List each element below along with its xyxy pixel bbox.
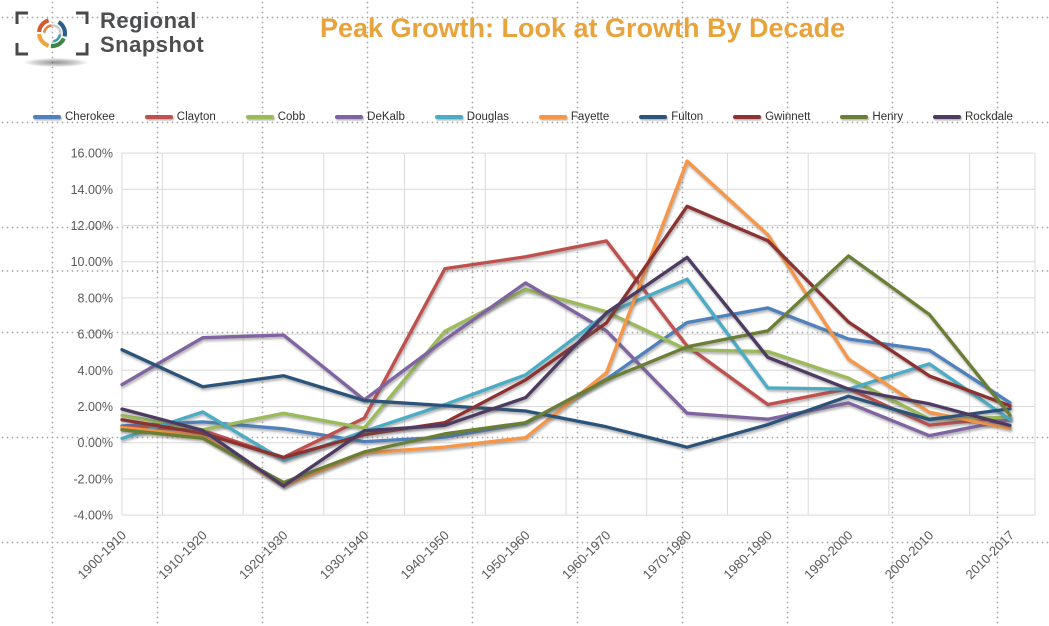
y-axis-tick-label: 2.00%	[78, 400, 113, 414]
x-axis-tick-label: 1910-1920	[155, 528, 210, 583]
logo-icon	[15, 11, 89, 56]
brand-text: Regional Snapshot	[100, 9, 204, 57]
legend-item-fulton: Fulton	[639, 111, 703, 123]
x-axis-tick-label: 1940-1950	[397, 528, 452, 583]
legend-item-dekalb: DeKalb	[335, 111, 405, 123]
series-line-gwinnett	[120, 204, 1012, 460]
legend-label: Henry	[872, 111, 904, 123]
x-axis-tick-label: 1960-1970	[559, 528, 614, 583]
chart-legend: Cherokee Clayton Cobb DeKalb Douglas Fayette F…	[33, 111, 1013, 123]
y-axis-tick-label: -4.00%	[73, 509, 113, 523]
x-axis-tick-label: 1980-1990	[720, 528, 775, 583]
brand-line1: Regional	[100, 8, 197, 33]
legend-swatch-clayton	[144, 115, 173, 119]
legend-label: Douglas	[466, 111, 509, 123]
x-axis-tick-label: 2000-2010	[882, 528, 937, 583]
y-axis-tick-label: 12.00%	[71, 219, 113, 233]
y-axis-tick-label: 14.00%	[71, 183, 113, 197]
logo-arc-teal	[53, 34, 61, 43]
x-axis-tick-label: 2010-2017	[963, 528, 1018, 583]
y-axis-tick-label: 4.00%	[78, 364, 113, 378]
logo-arc-red	[37, 18, 50, 33]
legend-label: Clayton	[176, 111, 216, 123]
series-line-rockdale	[120, 255, 1012, 488]
x-axis-tick-label: 1950-1960	[478, 528, 533, 583]
legend-item-gwinnett: Gwinnett	[733, 111, 810, 123]
legend-label: Cobb	[277, 111, 306, 123]
logo-arc-green	[50, 37, 66, 49]
regional-snapshot-logo	[0, 0, 100, 75]
legend-label: Fulton	[671, 111, 704, 123]
legend-item-henry: Henry	[840, 111, 903, 123]
x-axis-tick-label: 1970-1980	[640, 528, 695, 583]
legend-swatch-rockdale	[933, 115, 961, 119]
series-line-fulton	[120, 348, 1012, 449]
legend-swatch-fayette	[538, 115, 567, 119]
x-axis-tick-label: 1900-1910	[75, 528, 130, 583]
legend-item-rockdale: Rockdale	[933, 111, 1013, 123]
legend-swatch-gwinnett	[733, 115, 762, 119]
logo-arc-orange	[43, 24, 52, 33]
legend-label: Gwinnett	[765, 111, 811, 123]
brand-line2: Snapshot	[100, 32, 205, 57]
x-axis-tick-label: 1990-2000	[801, 528, 856, 583]
legend-swatch-henry	[840, 115, 869, 119]
y-axis-tick-label: 6.00%	[78, 328, 113, 342]
legend-label: Cherokee	[65, 111, 115, 123]
y-axis-tick-label: 8.00%	[78, 291, 113, 305]
logo-arc-amber	[37, 33, 50, 48]
legend-item-douglas: Douglas	[434, 111, 509, 123]
y-axis-tick-label: 0.00%	[78, 436, 113, 450]
x-axis-tick-label: 1930-1940	[317, 528, 372, 583]
legend-swatch-cherokee	[33, 115, 61, 119]
page-title: Peak Growth: Look at Growth By Decade	[320, 13, 846, 43]
legend-item-cherokee: Cherokee	[33, 111, 115, 123]
legend-swatch-dekalb	[335, 115, 364, 119]
series-line-dekalb	[120, 281, 1012, 438]
legend-swatch-douglas	[434, 115, 463, 119]
legend-swatch-fulton	[639, 115, 668, 119]
legend-label: DeKalb	[367, 111, 405, 123]
logo-bracket-bottom-left	[15, 43, 28, 56]
legend-item-fayette: Fayette	[538, 111, 610, 123]
logo-bracket-top-left	[15, 11, 28, 24]
logo-bracket-top-right	[76, 11, 89, 24]
logo-arc-blue	[57, 20, 68, 37]
x-axis-tick-label: 1920-1930	[236, 528, 291, 583]
logo-shadow	[24, 58, 88, 67]
y-axis-tick-label: 10.00%	[71, 255, 113, 269]
y-axis-tick-label: -2.00%	[73, 472, 113, 486]
logo-bracket-bottom-right	[76, 43, 89, 56]
legend-swatch-cobb	[245, 115, 274, 119]
legend-label: Fayette	[570, 111, 610, 123]
legend-item-clayton: Clayton	[144, 111, 216, 123]
y-axis-tick-label: 16.00%	[71, 147, 113, 161]
legend-label: Rockdale	[965, 111, 1013, 123]
legend-item-cobb: Cobb	[245, 111, 306, 123]
